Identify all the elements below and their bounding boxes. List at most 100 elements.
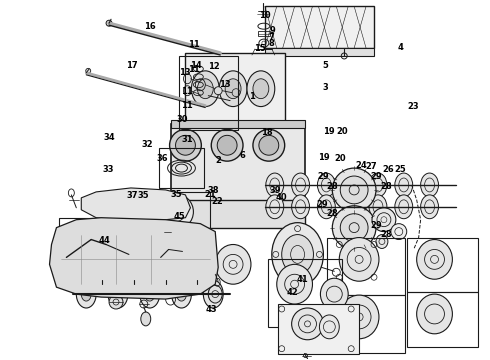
Text: 11: 11 [188,65,200,74]
Text: 29: 29 [370,172,382,181]
Text: 4: 4 [398,43,404,52]
Text: 2: 2 [215,156,221,165]
Ellipse shape [213,262,223,272]
Ellipse shape [340,176,368,204]
Ellipse shape [75,242,87,253]
Ellipse shape [292,173,310,197]
Ellipse shape [282,235,314,274]
Ellipse shape [197,79,213,99]
Text: 44: 44 [98,236,110,245]
Text: 22: 22 [211,197,223,206]
Text: 15: 15 [254,44,266,53]
Text: 29: 29 [370,221,382,230]
Ellipse shape [109,295,123,309]
Text: 28: 28 [327,210,338,219]
Bar [149,242,206,279]
Text: 35: 35 [137,190,148,199]
Ellipse shape [340,214,368,242]
Ellipse shape [140,280,160,308]
Text: 7: 7 [269,33,274,42]
Text: 20: 20 [337,127,348,136]
Text: 38: 38 [208,185,219,194]
Text: 11: 11 [181,87,193,96]
Bar [407,238,478,292]
Ellipse shape [266,173,284,197]
Bar [185,53,285,125]
Bar [178,56,238,130]
Ellipse shape [208,285,222,303]
Ellipse shape [98,239,114,251]
Text: 18: 18 [261,129,273,138]
Ellipse shape [253,79,269,99]
Text: 43: 43 [205,305,217,314]
Ellipse shape [395,195,413,219]
Ellipse shape [215,244,251,284]
Ellipse shape [319,315,339,339]
Text: 24: 24 [356,161,368,170]
Bar [149,192,210,242]
Ellipse shape [219,71,247,107]
Text: 19: 19 [323,127,335,136]
Text: 28: 28 [380,230,392,239]
Text: 36: 36 [156,154,168,163]
Ellipse shape [395,173,413,197]
Ellipse shape [391,224,407,239]
Ellipse shape [183,74,192,84]
Bar [258,31,270,36]
Ellipse shape [372,208,396,231]
Text: 20: 20 [334,154,345,163]
Ellipse shape [416,294,452,334]
Text: 45: 45 [173,212,185,221]
Text: 28: 28 [327,182,338,191]
Ellipse shape [76,280,96,308]
Bar [265,6,374,48]
Text: 34: 34 [103,133,115,142]
Text: 1: 1 [249,91,255,100]
Text: 6: 6 [240,151,245,160]
Ellipse shape [203,280,223,308]
Ellipse shape [369,195,387,219]
Ellipse shape [339,295,379,339]
Ellipse shape [106,20,112,26]
Ellipse shape [170,129,201,161]
Ellipse shape [94,267,110,287]
Ellipse shape [126,267,142,287]
Polygon shape [49,218,218,299]
Ellipse shape [420,195,439,219]
Bar [268,260,342,327]
Bar [59,218,141,277]
Text: 21: 21 [204,190,216,199]
Text: 33: 33 [102,165,114,174]
Ellipse shape [176,287,187,301]
Bar [159,148,204,188]
Ellipse shape [225,79,241,99]
Ellipse shape [266,195,284,219]
Ellipse shape [141,312,151,326]
Text: 5: 5 [322,61,328,70]
Text: 37: 37 [126,190,138,199]
Bar [171,121,305,129]
Text: 26: 26 [383,166,394,175]
Text: 14: 14 [191,61,202,70]
Ellipse shape [176,247,189,264]
Text: 13: 13 [219,80,230,89]
Ellipse shape [318,173,335,197]
Text: 25: 25 [395,165,407,174]
Text: 3: 3 [322,83,328,92]
Ellipse shape [332,206,376,249]
Text: 11: 11 [181,101,193,110]
Polygon shape [81,188,191,222]
Text: 10: 10 [259,11,270,20]
Text: 29: 29 [317,172,329,181]
Text: 13: 13 [179,68,191,77]
Ellipse shape [320,278,348,310]
Ellipse shape [145,287,155,301]
Ellipse shape [108,280,128,308]
Text: 12: 12 [208,62,220,71]
Text: 35: 35 [170,190,182,199]
Ellipse shape [292,195,310,219]
Ellipse shape [113,287,123,301]
Text: 19: 19 [318,153,330,162]
Ellipse shape [208,287,218,301]
Ellipse shape [190,267,205,287]
